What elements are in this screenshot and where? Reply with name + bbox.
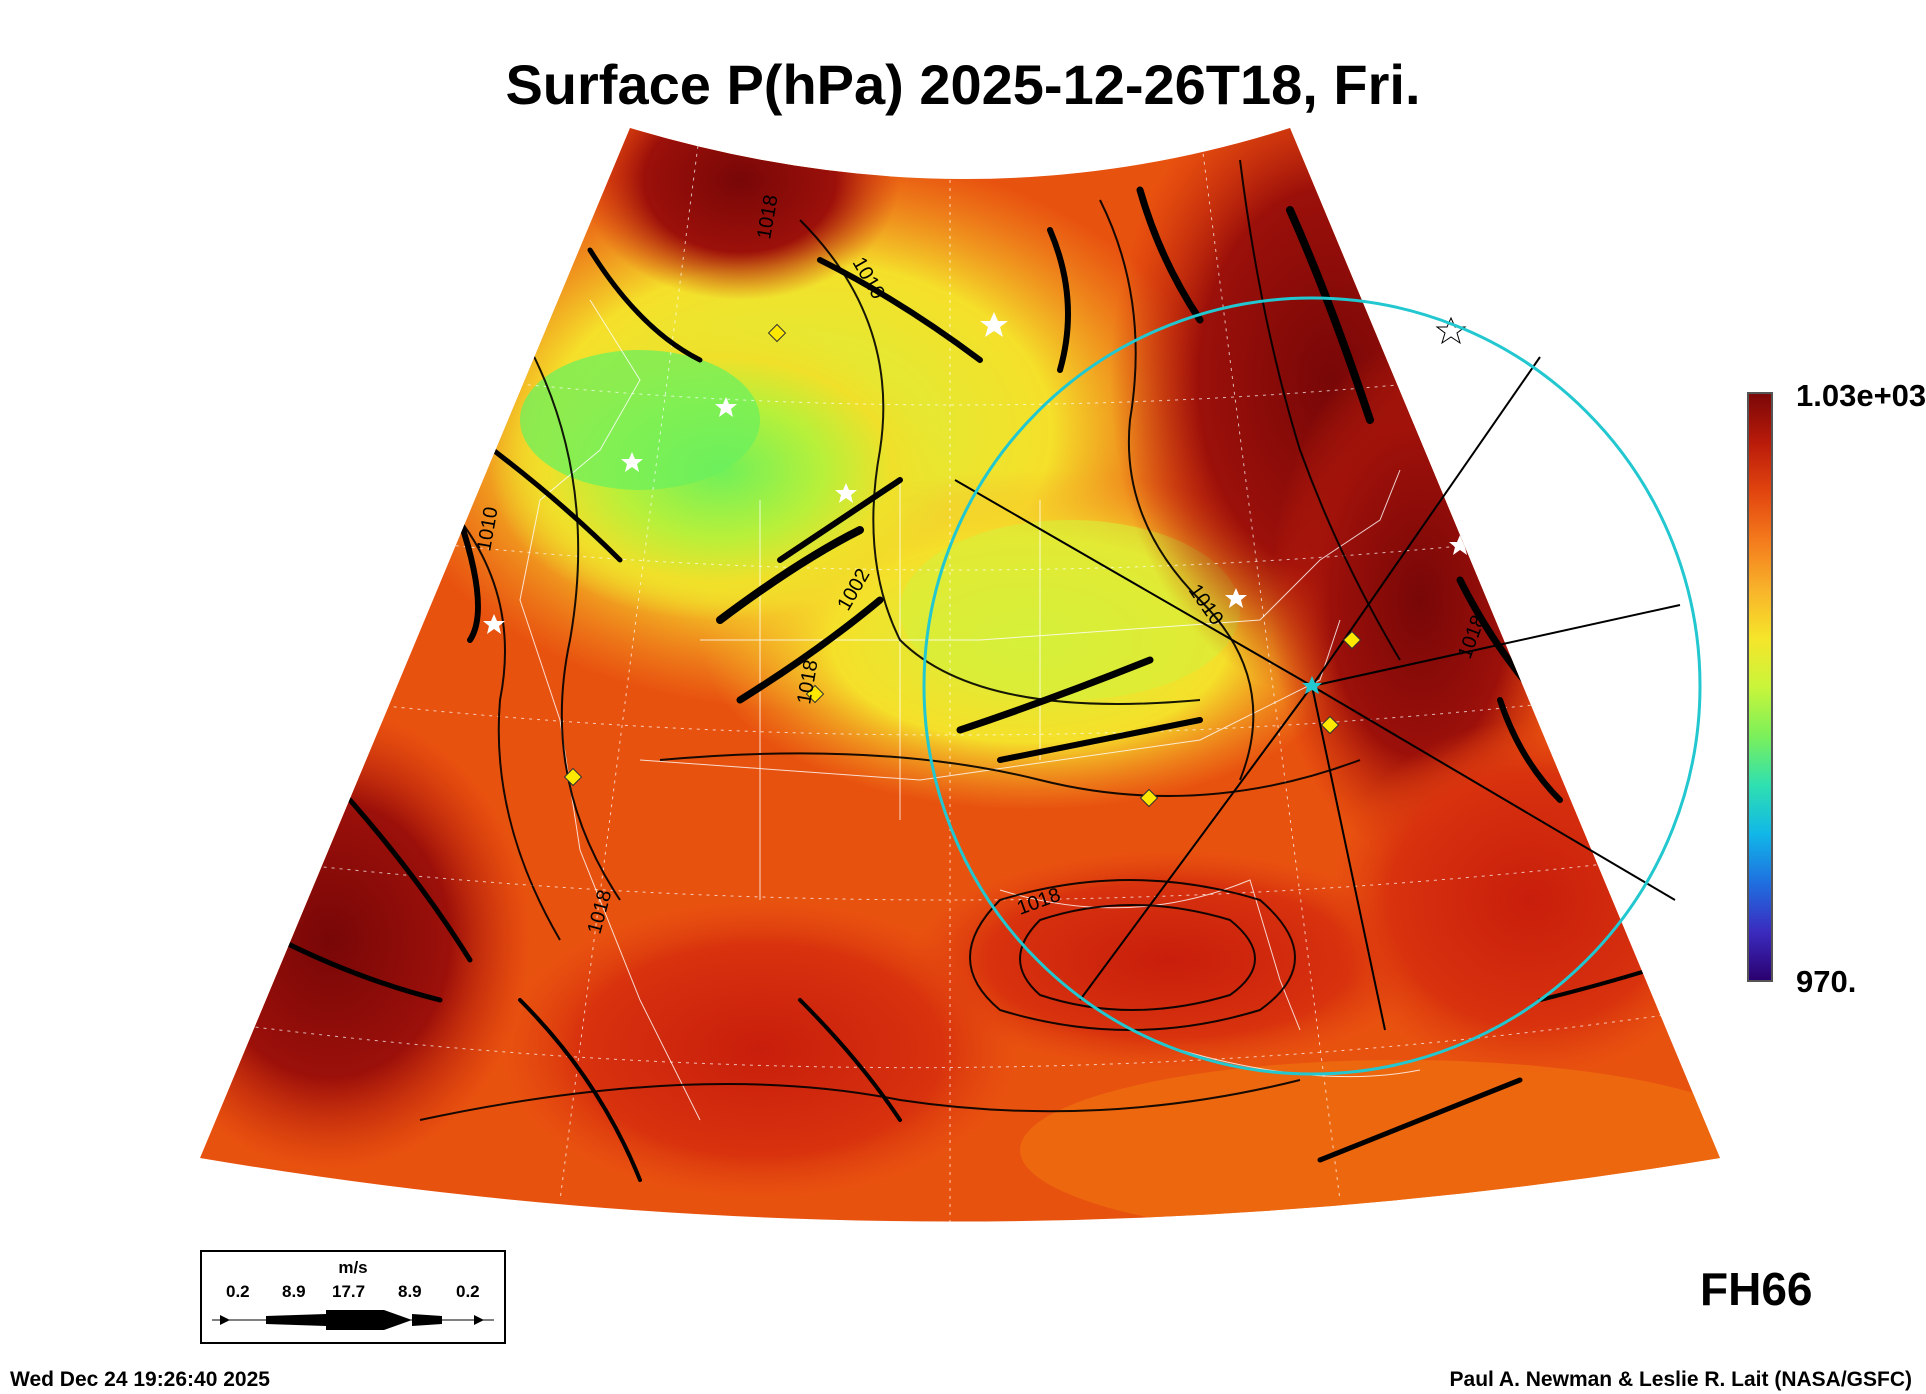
wind-speed-label: 0.2 — [456, 1282, 480, 1301]
wind-speed-legend: m/s 0.2 8.9 17.7 8.9 0.2 — [200, 1250, 506, 1344]
wind-speed-label: 8.9 — [398, 1282, 422, 1301]
wind-speed-label: 17.7 — [332, 1282, 366, 1301]
colorbar-gradient — [1747, 392, 1773, 982]
colorbar-max-label: 1.03e+03 — [1796, 378, 1926, 413]
stars — [483, 312, 1471, 634]
colorbar-min-label: 970. — [1796, 964, 1857, 999]
wind-speed-label: 8.9 — [282, 1282, 306, 1301]
wind-speed-label: 0.2 — [226, 1282, 250, 1301]
colorbar — [1747, 392, 1773, 982]
graticule — [200, 129, 1701, 1222]
isobars — [419, 159, 1401, 1121]
forecast-hour: FH66 — [1700, 1263, 1813, 1315]
render-timestamp: Wed Dec 24 19:26:40 2025 — [10, 1368, 270, 1391]
range-ring — [922, 296, 1702, 1076]
center-marker — [1302, 676, 1322, 694]
cross-section-lines — [954, 356, 1681, 1031]
station-markers — [563, 323, 1362, 808]
star-marker-outside — [1435, 316, 1467, 345]
map-title: Surface P(hPa) 2025-12-26T18, Fri. — [505, 53, 1421, 116]
wind-legend-unit: m/s — [338, 1258, 368, 1277]
pressure-field — [200, 128, 1720, 1222]
author-credit: Paul A. Newman & Leslie R. Lait (NASA/GS… — [1449, 1368, 1912, 1391]
wind-arrow-scale — [212, 1310, 494, 1330]
